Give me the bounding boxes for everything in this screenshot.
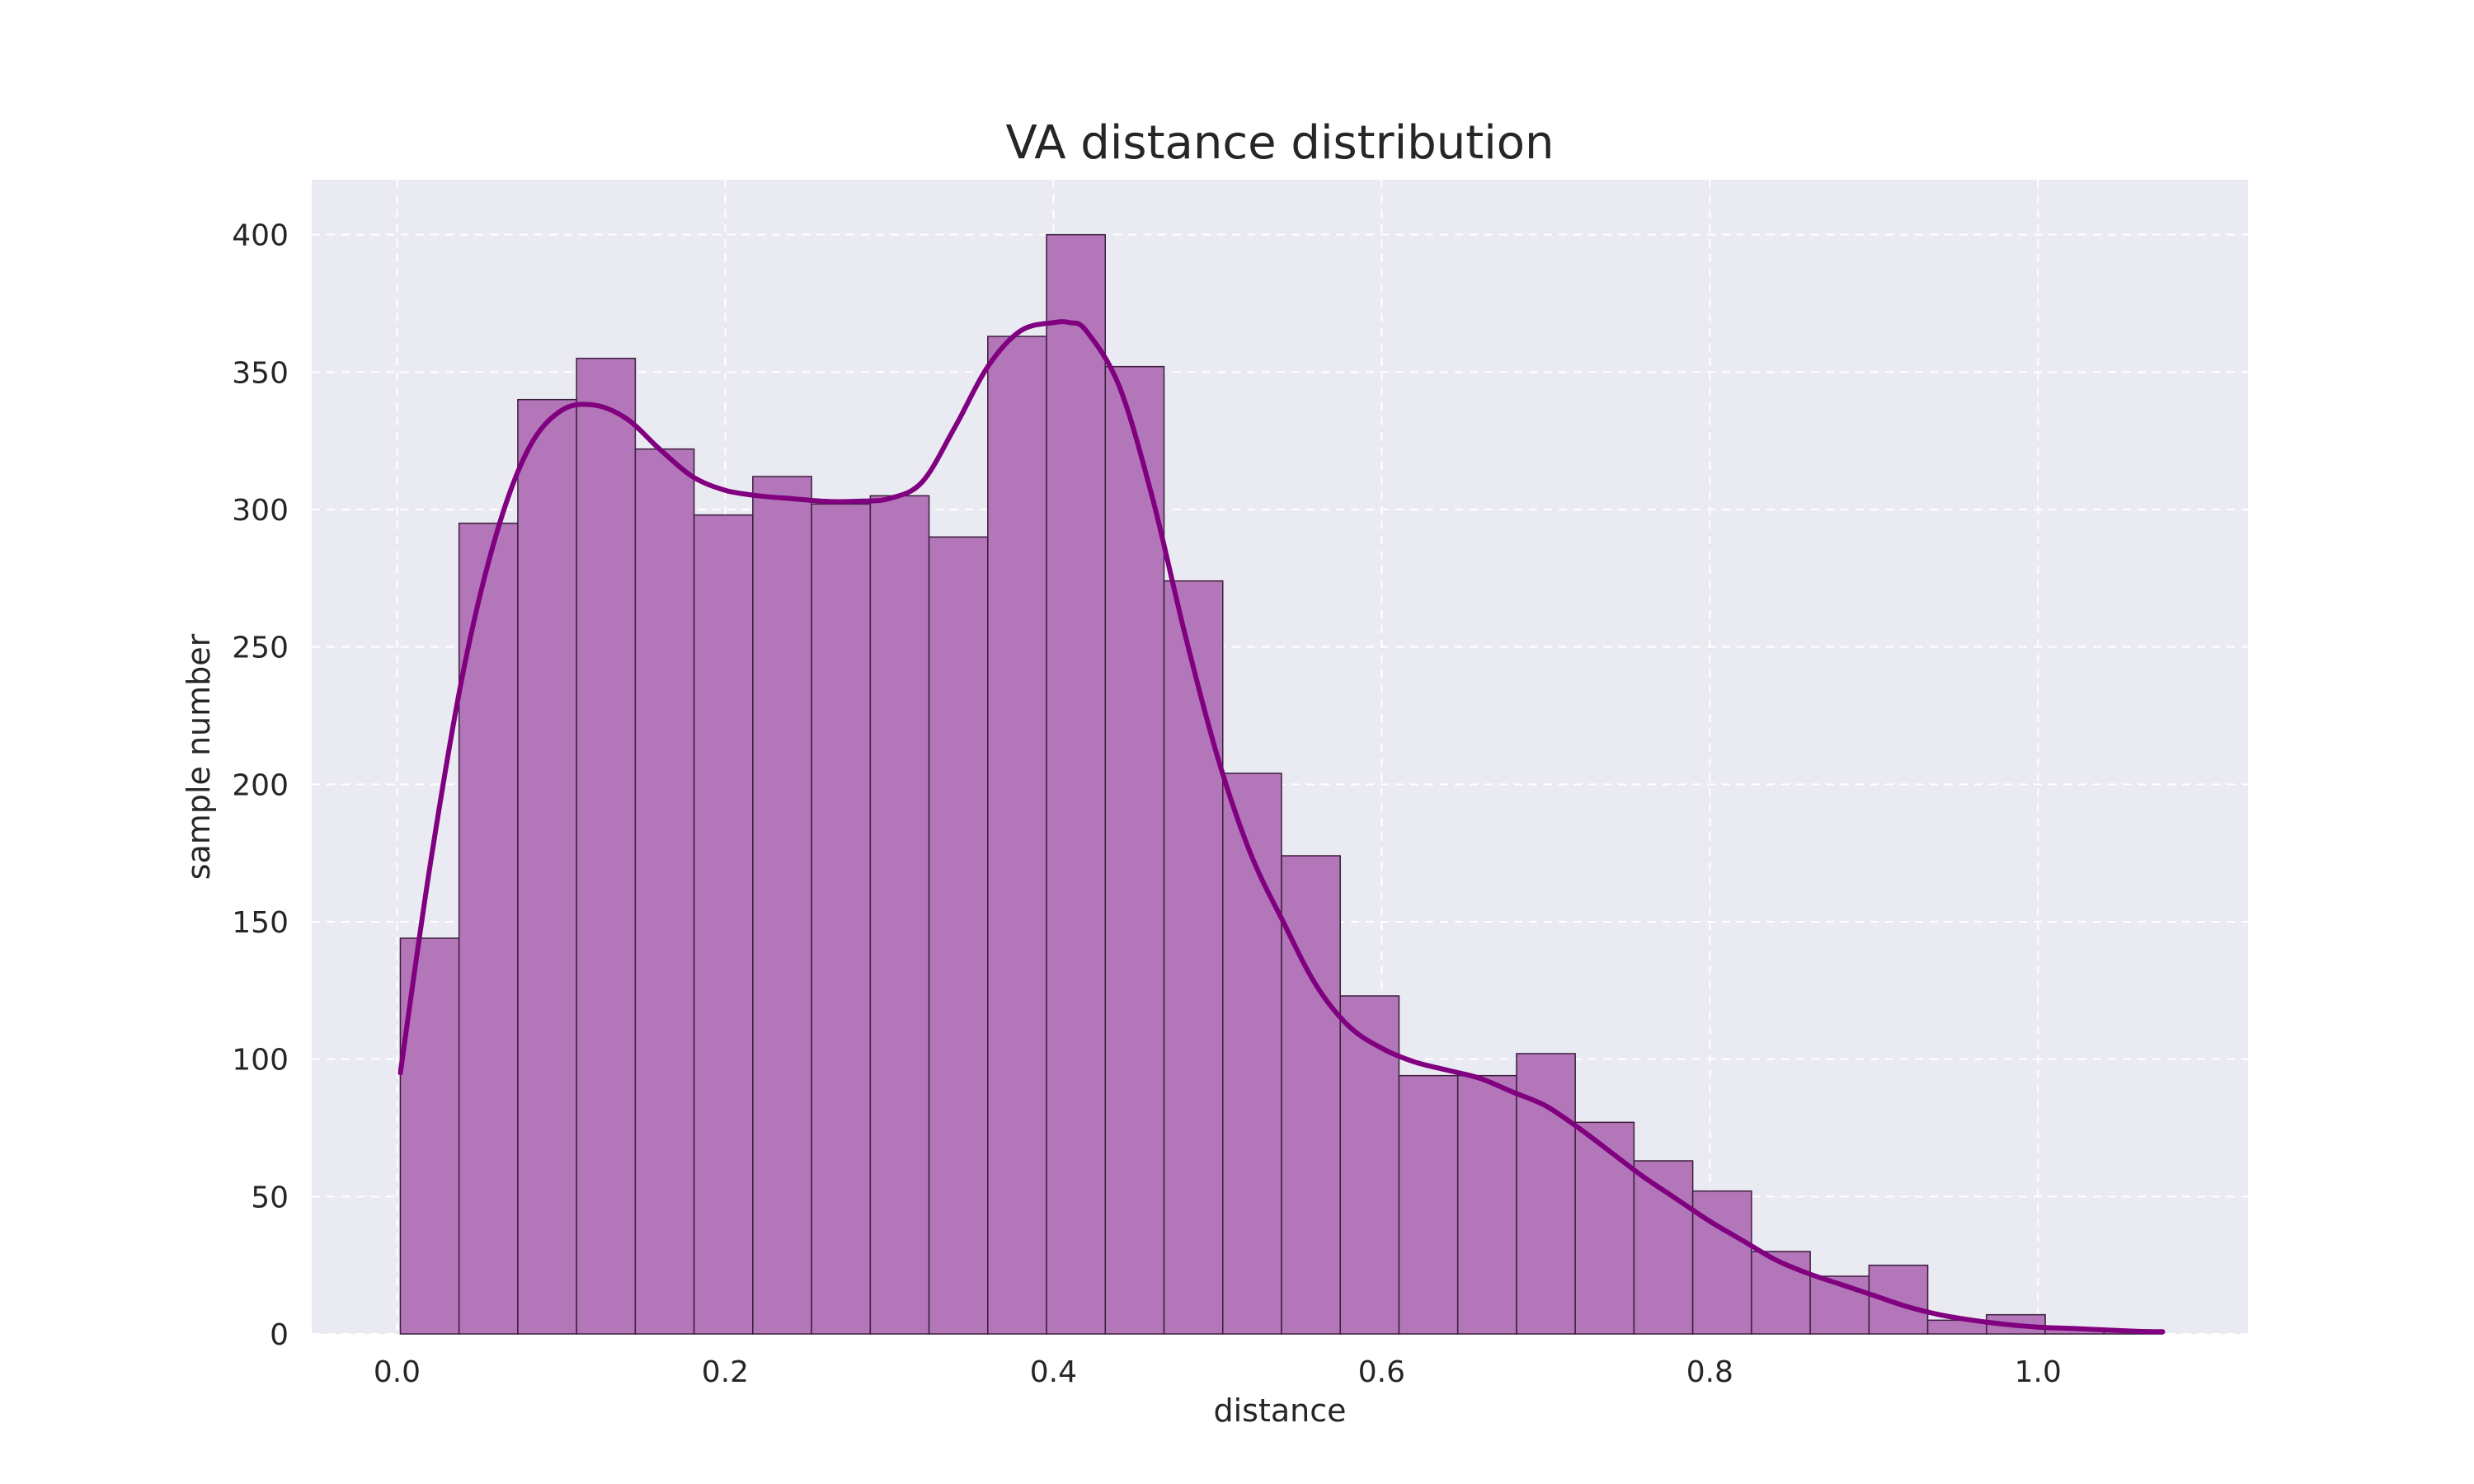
- y-tick-label: 250: [232, 632, 289, 665]
- x-tick-label: 0.4: [1030, 1355, 1077, 1389]
- x-tick-labels: 0.0 0.2 0.4 0.6 0.8 1.0: [374, 1355, 2062, 1389]
- histogram-bar: [517, 398, 577, 1335]
- x-tick-label: 1.0: [2015, 1355, 2062, 1389]
- chart-title: VA distance distribution: [1005, 116, 1554, 170]
- histogram-bar: [987, 336, 1047, 1335]
- y-tick-label: 100: [232, 1044, 289, 1078]
- histogram-bars: [399, 233, 2164, 1335]
- histogram-bar: [1222, 773, 1282, 1335]
- kde-curve: [397, 319, 2166, 1335]
- histogram-bar: [1574, 1121, 1635, 1335]
- histogram-bar: [1751, 1251, 1811, 1335]
- y-tick-label: 0: [270, 1318, 289, 1352]
- histogram-bar: [576, 357, 637, 1335]
- histogram-bar: [928, 536, 989, 1335]
- x-tick-label: 0.8: [1686, 1355, 1733, 1389]
- histogram-bar: [1691, 1190, 1752, 1335]
- x-axis-label: distance: [1213, 1392, 1346, 1429]
- histogram-bar: [1868, 1264, 1929, 1335]
- histogram-bar: [1633, 1160, 1694, 1335]
- histogram-bar: [693, 514, 754, 1335]
- histogram-bar: [1163, 580, 1224, 1335]
- y-tick-label: 350: [232, 356, 289, 390]
- y-tick-label: 400: [232, 219, 289, 253]
- histogram-bar: [1281, 855, 1341, 1335]
- x-tick-label: 0.0: [374, 1355, 421, 1389]
- histogram-bar: [1339, 995, 1400, 1335]
- y-tick-label: 150: [232, 906, 289, 940]
- histogram-bar: [1104, 365, 1165, 1335]
- y-tick-labels: 0 50 100 150 200 250 300 350 400: [232, 219, 289, 1352]
- histogram-bar: [811, 503, 872, 1335]
- y-axis-label: sample number: [181, 633, 217, 880]
- x-tick-label: 0.6: [1358, 1355, 1405, 1389]
- y-tick-label: 300: [232, 494, 289, 528]
- histogram-bar: [869, 495, 930, 1335]
- histogram-bar: [752, 476, 812, 1335]
- x-tick-label: 0.2: [702, 1355, 749, 1389]
- histogram-bar: [634, 448, 695, 1335]
- histogram-bar: [458, 522, 519, 1335]
- histogram-bar: [1456, 1074, 1517, 1335]
- y-tick-label: 200: [232, 768, 289, 802]
- histogram-bar: [1398, 1074, 1459, 1335]
- histogram-bar: [1046, 233, 1107, 1335]
- y-tick-label: 50: [251, 1181, 289, 1214]
